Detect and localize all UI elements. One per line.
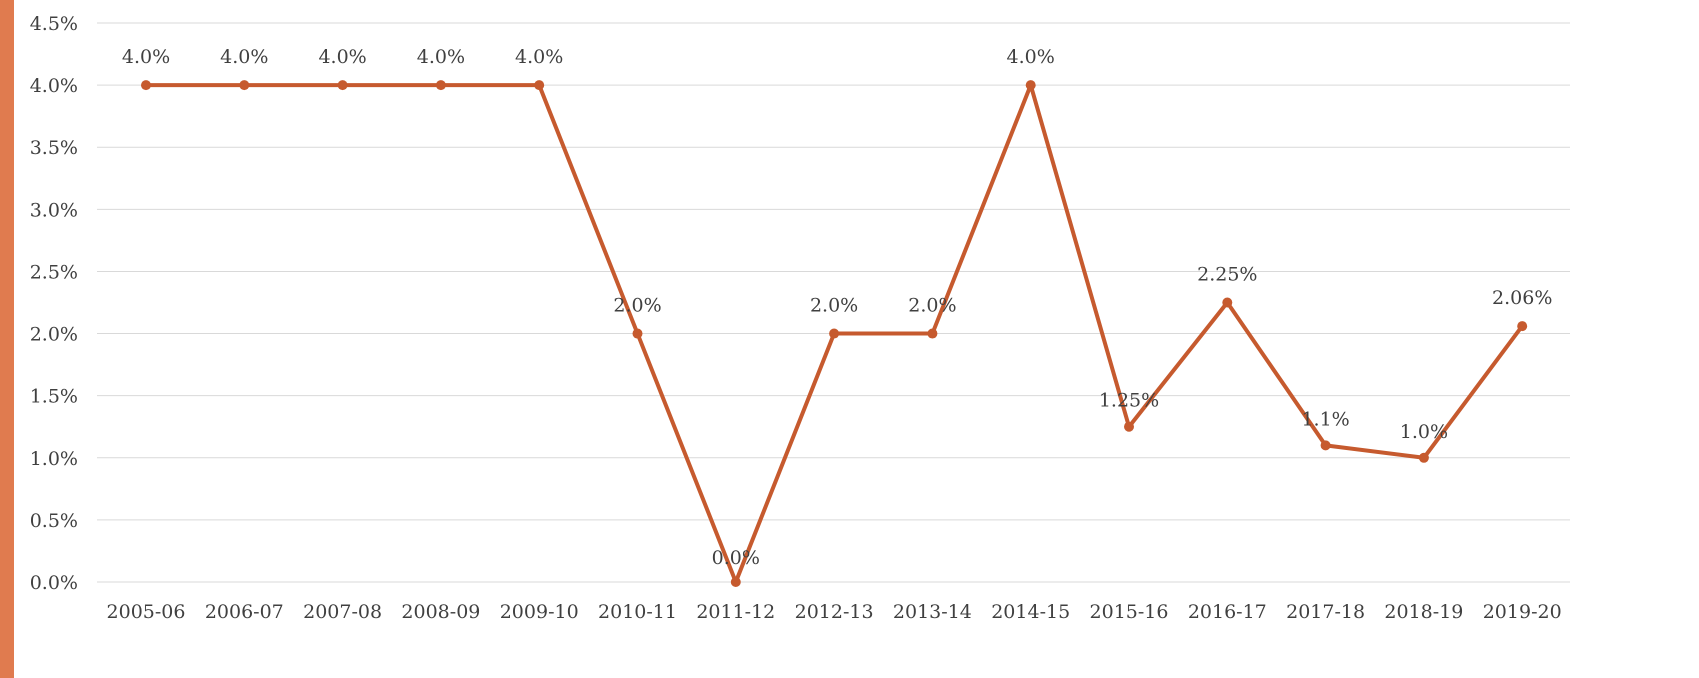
data-label: 0.0% [712,547,760,569]
y-tick-label: 1.5% [30,386,78,408]
data-label: 4.0% [417,46,465,68]
data-labels: 4.0% 4.0% 4.0% 4.0% 4.0% 2.0% 0.0% 2.0% 2.0% 4.0%… [122,46,1553,569]
data-point [633,329,643,339]
data-label: 2.06% [1492,287,1552,309]
data-point [338,80,348,90]
data-point [239,80,249,90]
x-tick-label: 2007-08 [303,601,382,623]
y-tick-label: 3.5% [30,137,78,159]
data-point [1222,298,1232,308]
x-tick-label: 2018-19 [1384,601,1463,623]
y-tick-label: 3.0% [30,199,78,221]
x-tick-label: 2009-10 [500,601,579,623]
y-tick-label: 2.0% [30,324,78,346]
x-tick-label: 2005-06 [107,601,186,623]
x-tick-label: 2016-17 [1188,601,1267,623]
data-label: 1.25% [1099,390,1159,412]
data-point [829,329,839,339]
y-axis-ticks: 0.0% 0.5% 1.0% 1.5% 2.0% 2.5% 3.0% 3.5% 4.0% 4.5% [30,13,78,594]
data-point [1124,422,1134,432]
x-tick-label: 2010-11 [598,601,677,623]
x-tick-label: 2012-13 [795,601,874,623]
x-tick-label: 2019-20 [1483,601,1562,623]
x-tick-label: 2015-16 [1090,601,1169,623]
y-tick-label: 4.0% [30,75,78,97]
x-tick-label: 2006-07 [205,601,284,623]
y-tick-label: 2.5% [30,261,78,283]
data-point [1026,80,1036,90]
data-point [1419,453,1429,463]
data-label: 2.0% [613,295,661,317]
x-tick-label: 2008-09 [401,601,480,623]
data-point [1517,321,1527,331]
y-tick-label: 0.5% [30,510,78,532]
data-point [436,80,446,90]
data-point [141,80,151,90]
x-tick-label: 2014-15 [991,601,1070,623]
data-point [1321,440,1331,450]
x-tick-label: 2011-12 [696,601,775,623]
data-point [731,577,741,587]
data-point [927,329,937,339]
data-point [534,80,544,90]
data-label: 4.0% [220,46,268,68]
data-label: 1.1% [1301,408,1349,430]
data-label: 4.0% [1007,46,1055,68]
x-tick-label: 2013-14 [893,601,972,623]
y-tick-label: 0.0% [30,572,78,594]
data-label: 1.0% [1400,421,1448,443]
y-tick-label: 1.0% [30,448,78,470]
data-label: 4.0% [318,46,366,68]
data-label: 4.0% [122,46,170,68]
data-label: 2.0% [810,295,858,317]
x-tick-label: 2017-18 [1286,601,1365,623]
x-axis-ticks: 2005-06 2006-07 2007-08 2008-09 2009-10 2010-… [107,601,1562,623]
data-label: 4.0% [515,46,563,68]
data-label: 2.25% [1197,264,1257,286]
y-tick-label: 4.5% [30,13,78,35]
data-label: 2.0% [908,295,956,317]
